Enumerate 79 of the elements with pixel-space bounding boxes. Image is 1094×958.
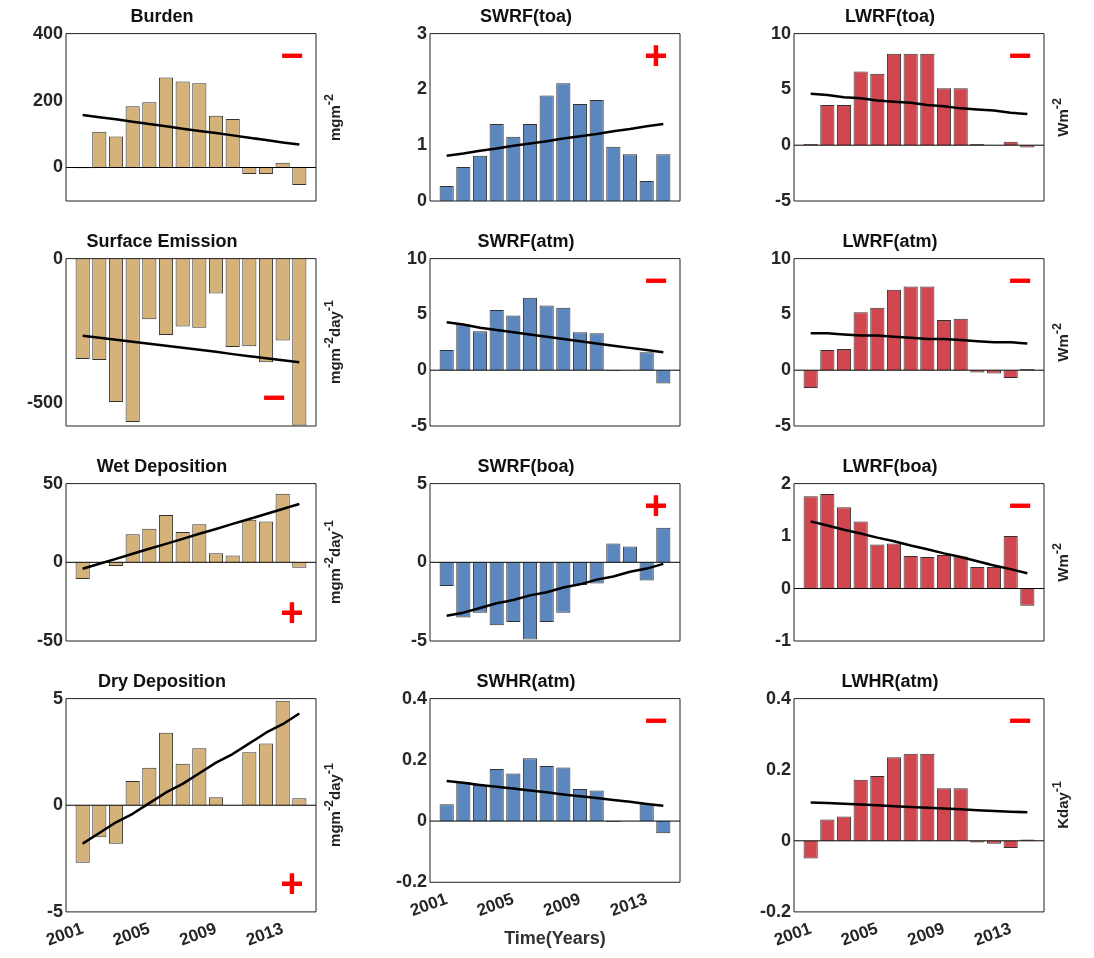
y-tick-label: 400 bbox=[32, 22, 63, 43]
y-tick-label: 0 bbox=[780, 829, 791, 850]
x-tick-label: 2005 bbox=[474, 889, 517, 920]
chart-title: LWHR(atm) bbox=[841, 670, 939, 691]
y-tick-label: 2 bbox=[416, 78, 427, 99]
chart-title: SWRF(toa) bbox=[480, 5, 572, 26]
chart-title: LWRF(toa) bbox=[845, 5, 935, 26]
chart-title: Wet Deposition bbox=[96, 455, 228, 476]
annotation: − bbox=[280, 32, 304, 77]
y-tick-label: 1 bbox=[416, 134, 427, 155]
y-tick-label: 0 bbox=[52, 247, 63, 268]
annotation: − bbox=[1008, 697, 1032, 742]
annotation: − bbox=[644, 257, 668, 302]
y-tick-label: -5 bbox=[410, 629, 427, 650]
y-tick-label: 5 bbox=[780, 303, 791, 324]
chart-title: SWRF(boa) bbox=[477, 455, 575, 476]
y-tick-label: 10 bbox=[770, 22, 791, 43]
x-tick-label: 2005 bbox=[838, 918, 881, 950]
chart-title: SWRF(atm) bbox=[477, 230, 575, 251]
y-tick-label: -5 bbox=[410, 414, 427, 435]
y-tick-label: -0.2 bbox=[759, 900, 791, 921]
chart-title: Surface Emission bbox=[86, 230, 238, 251]
y-tick-label: -5 bbox=[774, 414, 791, 435]
x-tick-label: 2013 bbox=[971, 918, 1014, 950]
annotation: + bbox=[280, 860, 304, 905]
y-tick-label: -5 bbox=[46, 900, 63, 921]
x-tick-label: 2009 bbox=[540, 889, 583, 920]
y-tick-label: 0.2 bbox=[401, 748, 427, 769]
y-tick-label: 0 bbox=[780, 134, 791, 155]
x-tick-label: 2013 bbox=[607, 889, 650, 920]
y-tick-label: 0 bbox=[416, 359, 427, 380]
x-axis-title: Time(Years) bbox=[504, 928, 606, 949]
y-tick-label: 0 bbox=[52, 156, 63, 177]
x-tick-label: 2009 bbox=[176, 918, 219, 950]
y-tick-label: 10 bbox=[406, 247, 427, 268]
x-tick-label: 2001 bbox=[407, 889, 450, 920]
annotation: − bbox=[644, 697, 668, 742]
y-tick-label: 0.2 bbox=[765, 758, 791, 779]
chart-title: SWHR(atm) bbox=[476, 670, 576, 691]
annotation: + bbox=[280, 590, 304, 635]
y-tick-label: 0 bbox=[416, 551, 427, 572]
y-tick-label: 5 bbox=[416, 472, 427, 493]
x-tick-label: 2013 bbox=[243, 918, 286, 950]
y-tick-label: 0.4 bbox=[765, 687, 791, 708]
x-tick-label: 2001 bbox=[43, 918, 86, 950]
x-tick-label: 2009 bbox=[904, 918, 947, 950]
y-tick-label: 200 bbox=[32, 89, 63, 110]
chart-title: Dry Deposition bbox=[97, 670, 227, 691]
chart-title: LWRF(atm) bbox=[842, 230, 938, 251]
annotation: − bbox=[1008, 257, 1032, 302]
y-tick-label: 0 bbox=[416, 189, 427, 210]
y-tick-label: 5 bbox=[416, 303, 427, 324]
annotation: − bbox=[1008, 482, 1032, 527]
y-tick-label: 0 bbox=[780, 359, 791, 380]
y-tick-label: 10 bbox=[770, 247, 791, 268]
y-tick-label: -500 bbox=[26, 391, 63, 412]
y-tick-label: 1 bbox=[780, 525, 791, 546]
annotation: + bbox=[644, 482, 668, 527]
chart-title: Burden bbox=[130, 5, 194, 26]
y-tick-label: 2 bbox=[780, 472, 791, 493]
y-tick-label: 0 bbox=[780, 577, 791, 598]
y-tick-label: -5 bbox=[774, 189, 791, 210]
y-tick-label: 50 bbox=[42, 472, 63, 493]
y-tick-label: 0 bbox=[416, 810, 427, 831]
y-tick-label: 5 bbox=[52, 687, 63, 708]
x-tick-label: 2001 bbox=[771, 918, 814, 950]
y-tick-label: -1 bbox=[774, 629, 791, 650]
y-tick-label: 5 bbox=[780, 78, 791, 99]
chart-title: LWRF(boa) bbox=[842, 455, 938, 476]
y-tick-label: 3 bbox=[416, 22, 427, 43]
annotation: − bbox=[262, 375, 286, 420]
y-tick-label: 0.4 bbox=[401, 687, 427, 708]
y-tick-label: -50 bbox=[36, 629, 63, 650]
y-tick-label: 0 bbox=[52, 794, 63, 815]
annotation: − bbox=[1008, 32, 1032, 77]
y-tick-label: -0.2 bbox=[395, 871, 427, 892]
annotation: + bbox=[644, 32, 668, 77]
y-tick-label: 0 bbox=[52, 551, 63, 572]
x-tick-label: 2005 bbox=[110, 918, 153, 950]
